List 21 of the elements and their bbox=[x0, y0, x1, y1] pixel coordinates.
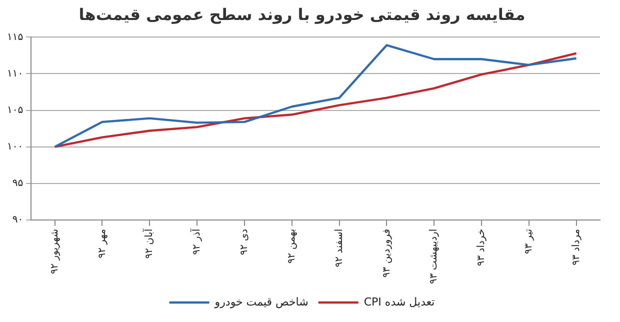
x-tick-label: فروردین ۹۳ bbox=[381, 228, 392, 278]
x-tick-label: آبان ۹۲ bbox=[142, 228, 156, 259]
x-tick-label: اردیبهشت ۹۳ bbox=[428, 228, 440, 284]
legend-label: شاخص قیمت خودرو bbox=[214, 295, 308, 308]
x-tick-label: آذر ۹۲ bbox=[190, 228, 203, 255]
y-tick-label: ۱۰۰ bbox=[6, 141, 24, 152]
x-tick-label: بهمن ۹۲ bbox=[286, 228, 298, 264]
x-tick-label: دی ۹۲ bbox=[239, 228, 250, 256]
y-tick-label: ۱۰۵ bbox=[6, 104, 24, 116]
x-tick-label: خرداد ۹۳ bbox=[476, 228, 488, 266]
y-tick-label: ۹۵ bbox=[12, 178, 24, 189]
x-tick-label: شهریور ۹۲ bbox=[49, 228, 60, 274]
x-tick-label: اسفند ۹۲ bbox=[334, 228, 345, 268]
chart-title: مقایسه روند قیمتی خودرو با روند سطح عمومی قیمت‌ها bbox=[78, 4, 526, 24]
x-tick-label: مهر ۹۲ bbox=[96, 228, 108, 258]
x-tick-label: مرداد ۹۳ bbox=[570, 228, 582, 266]
y-tick-label: ۹۰ bbox=[12, 214, 24, 226]
y-tick-label: ۱۱۰ bbox=[6, 68, 24, 80]
x-tick-label: تیر ۹۳ bbox=[523, 228, 534, 254]
legend-label: CPI تعدیل شده bbox=[364, 295, 435, 308]
y-tick-label: ۱۱۵ bbox=[6, 32, 24, 43]
